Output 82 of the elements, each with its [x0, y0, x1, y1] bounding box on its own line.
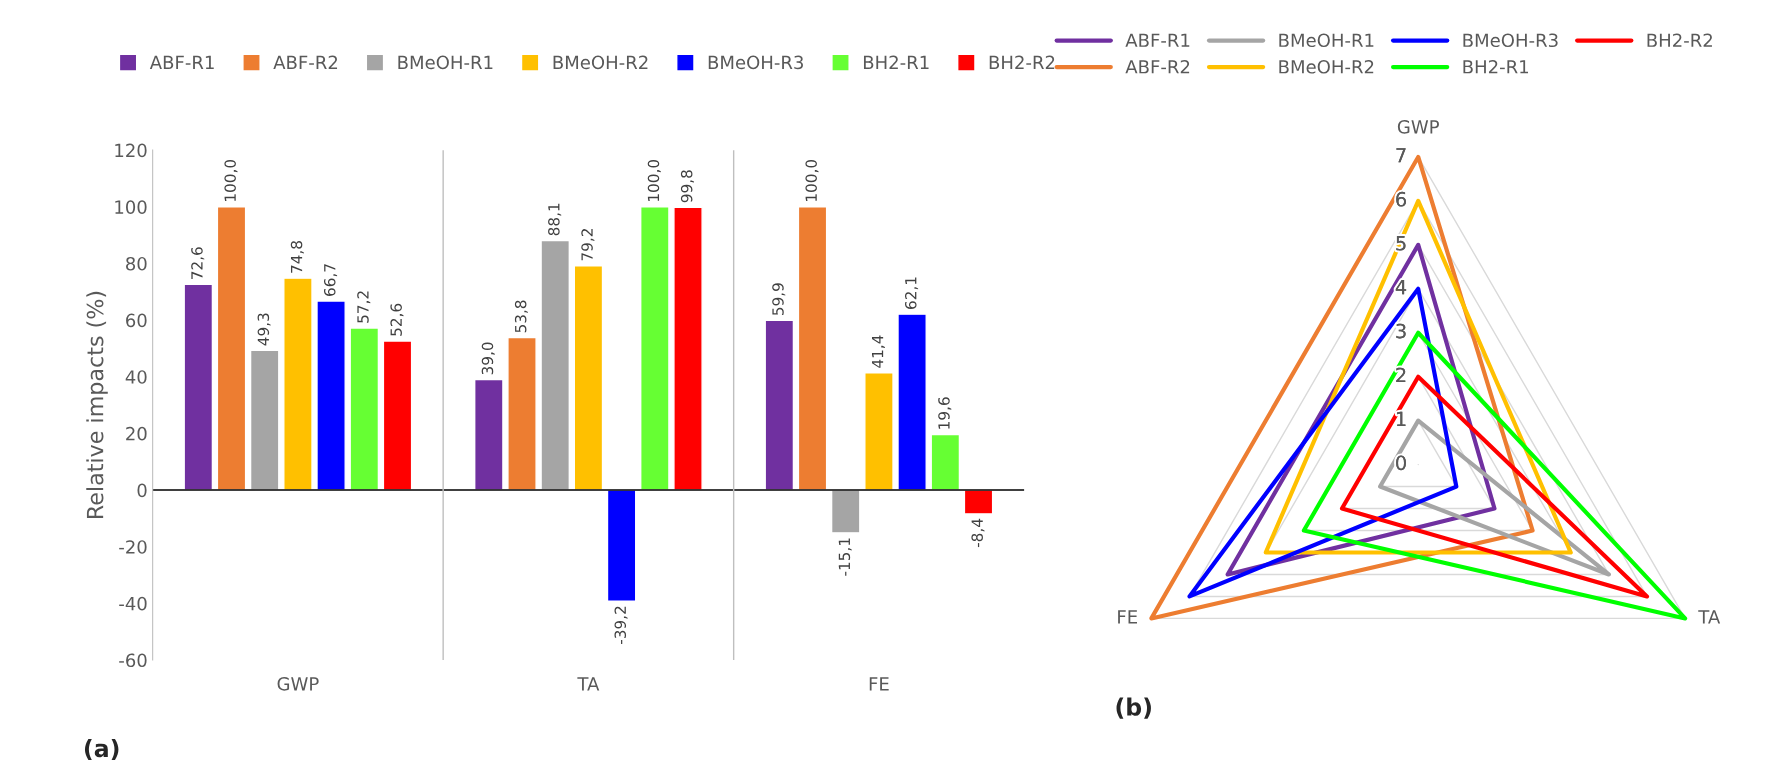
- data-label: 100,0: [805, 159, 819, 201]
- data-label: -8,4: [971, 518, 985, 548]
- data-label: 72,6: [191, 247, 205, 279]
- data-label: 99,8: [680, 170, 695, 203]
- y-tick-label: 80: [126, 256, 147, 271]
- data-label: 57,2: [357, 291, 371, 323]
- legend-label: ABF-R1: [149, 55, 214, 69]
- legend-label: BH2-R1: [1463, 59, 1529, 74]
- spoke-label: TA: [1698, 610, 1721, 624]
- x-tick-label: GWP: [277, 676, 319, 691]
- bar: [830, 489, 861, 534]
- y-tick-label: 0: [137, 483, 147, 498]
- bar: [640, 206, 670, 491]
- bar: [283, 277, 313, 491]
- y-tick-label: 120: [115, 143, 147, 158]
- data-label: 62,1: [905, 277, 919, 309]
- y-tick-label: 2: [1396, 367, 1406, 383]
- bar: [216, 206, 247, 491]
- data-label: 49,3: [257, 313, 271, 346]
- bar: [864, 372, 894, 491]
- data-label: 100,0: [224, 159, 238, 201]
- y-tick-label: 0: [1396, 455, 1406, 471]
- y-tick-label: 3: [1396, 323, 1406, 339]
- legend-label: BMeOH-R1: [398, 55, 493, 70]
- data-label: 100,0: [647, 159, 661, 201]
- bar: [540, 239, 571, 491]
- legend-label: BMeOH-R2: [553, 55, 648, 70]
- data-label: 79,2: [581, 229, 595, 261]
- bar: [606, 489, 637, 602]
- bar: [474, 378, 504, 491]
- bar: [963, 489, 994, 515]
- legend-label: BMeOH-R2: [1279, 59, 1374, 74]
- legend-label: ABF-R1: [1125, 33, 1190, 47]
- y-tick-label: 100: [115, 200, 147, 214]
- spoke-label: GWP: [1397, 120, 1439, 134]
- y-tick-label: 6: [1396, 191, 1406, 207]
- y-tick-label: -60: [119, 653, 147, 668]
- legend-label: BH2-R1: [863, 55, 929, 69]
- text: (b): [1116, 697, 1151, 719]
- y-tick-label: 1: [1396, 411, 1406, 427]
- data-label: 66,7: [323, 264, 338, 296]
- bar: [183, 283, 214, 491]
- data-label: 41,4: [872, 335, 885, 368]
- spoke-label: FE: [1118, 610, 1138, 624]
- bar: [897, 313, 927, 491]
- y-tick-label: 20: [126, 426, 147, 441]
- bar: [349, 327, 380, 491]
- x-tick-label: FE: [869, 677, 889, 691]
- y-tick-label: -40: [119, 596, 147, 611]
- y-tick-label: 7: [1396, 148, 1406, 163]
- bar: [797, 206, 828, 491]
- bar: [764, 319, 795, 491]
- legend-label: BH2-R2: [1647, 33, 1712, 47]
- data-label: -39,2: [614, 606, 628, 645]
- bar: [249, 349, 280, 491]
- data-label: 59,9: [772, 283, 786, 316]
- bar: [382, 340, 413, 491]
- legend-label: BH2-R2: [989, 55, 1055, 69]
- y-axis-title: Relative impacts (%): [86, 291, 108, 519]
- y-tick-label: 40: [125, 370, 147, 384]
- legend-label: BMeOH-R3: [1463, 33, 1558, 48]
- data-label: 52,6: [390, 303, 404, 336]
- legend-label: ABF-R2: [273, 55, 338, 69]
- y-tick-label: -20: [119, 540, 147, 554]
- text: (a): [84, 738, 119, 760]
- y-tick-label: 60: [126, 313, 147, 328]
- data-label: 74,8: [290, 241, 304, 273]
- data-label: 39,0: [481, 342, 495, 375]
- data-label: 53,8: [514, 300, 528, 333]
- legend-label: BMeOH-R1: [1279, 33, 1374, 48]
- data-label: -15,1: [838, 538, 852, 576]
- legend-label: ABF-R2: [1125, 59, 1190, 74]
- legend-label: BMeOH-R3: [708, 55, 803, 70]
- bar: [930, 433, 961, 491]
- data-label: 19,6: [938, 397, 952, 429]
- bar: [316, 300, 346, 491]
- x-tick-label: TA: [577, 677, 600, 691]
- bar: [507, 336, 537, 491]
- y-tick-label: 4: [1395, 279, 1407, 295]
- data-label: 88,1: [548, 203, 562, 236]
- bar: [673, 206, 703, 491]
- bar: [573, 265, 604, 491]
